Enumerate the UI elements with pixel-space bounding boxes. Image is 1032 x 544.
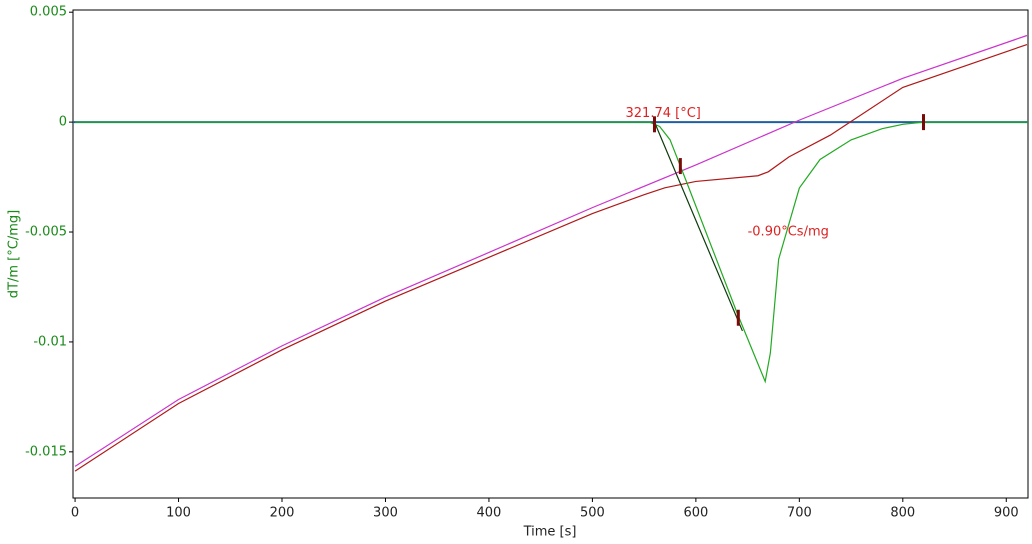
x-tick-label: 500	[580, 506, 605, 521]
x-tick-label: 400	[477, 506, 502, 521]
x-axis-label: Time [s]	[523, 525, 577, 540]
x-tick-label: 200	[270, 506, 295, 521]
marker	[736, 309, 740, 326]
marker	[652, 116, 656, 133]
x-tick-label: 100	[166, 506, 191, 521]
series-line	[75, 121, 1028, 384]
series-line	[74, 34, 1028, 467]
x-tick-label: 300	[373, 506, 398, 521]
plot-frame	[72, 9, 1029, 499]
x-tick-label: 600	[683, 506, 708, 521]
y-tick-label: -0.01	[33, 334, 67, 349]
y-tick-label: -0.005	[25, 225, 67, 240]
y-tick-label: -0.015	[25, 444, 67, 459]
y-axis-label: dT/m [°C/mg]	[7, 210, 22, 298]
x-tick-label: 0	[71, 506, 79, 521]
annotation: -0.90°Cs/mg	[748, 225, 829, 240]
x-tick-label: 800	[890, 506, 915, 521]
series-line	[653, 121, 743, 332]
x-tick-label: 900	[994, 506, 1019, 521]
annotation: 321.74 [°C]	[626, 106, 701, 121]
x-tick-label: 700	[787, 506, 812, 521]
y-tick-label: 0	[59, 115, 67, 130]
marker	[678, 158, 682, 175]
marker	[921, 114, 925, 131]
y-tick-label: 0.005	[30, 5, 67, 20]
series-line	[74, 43, 1028, 472]
